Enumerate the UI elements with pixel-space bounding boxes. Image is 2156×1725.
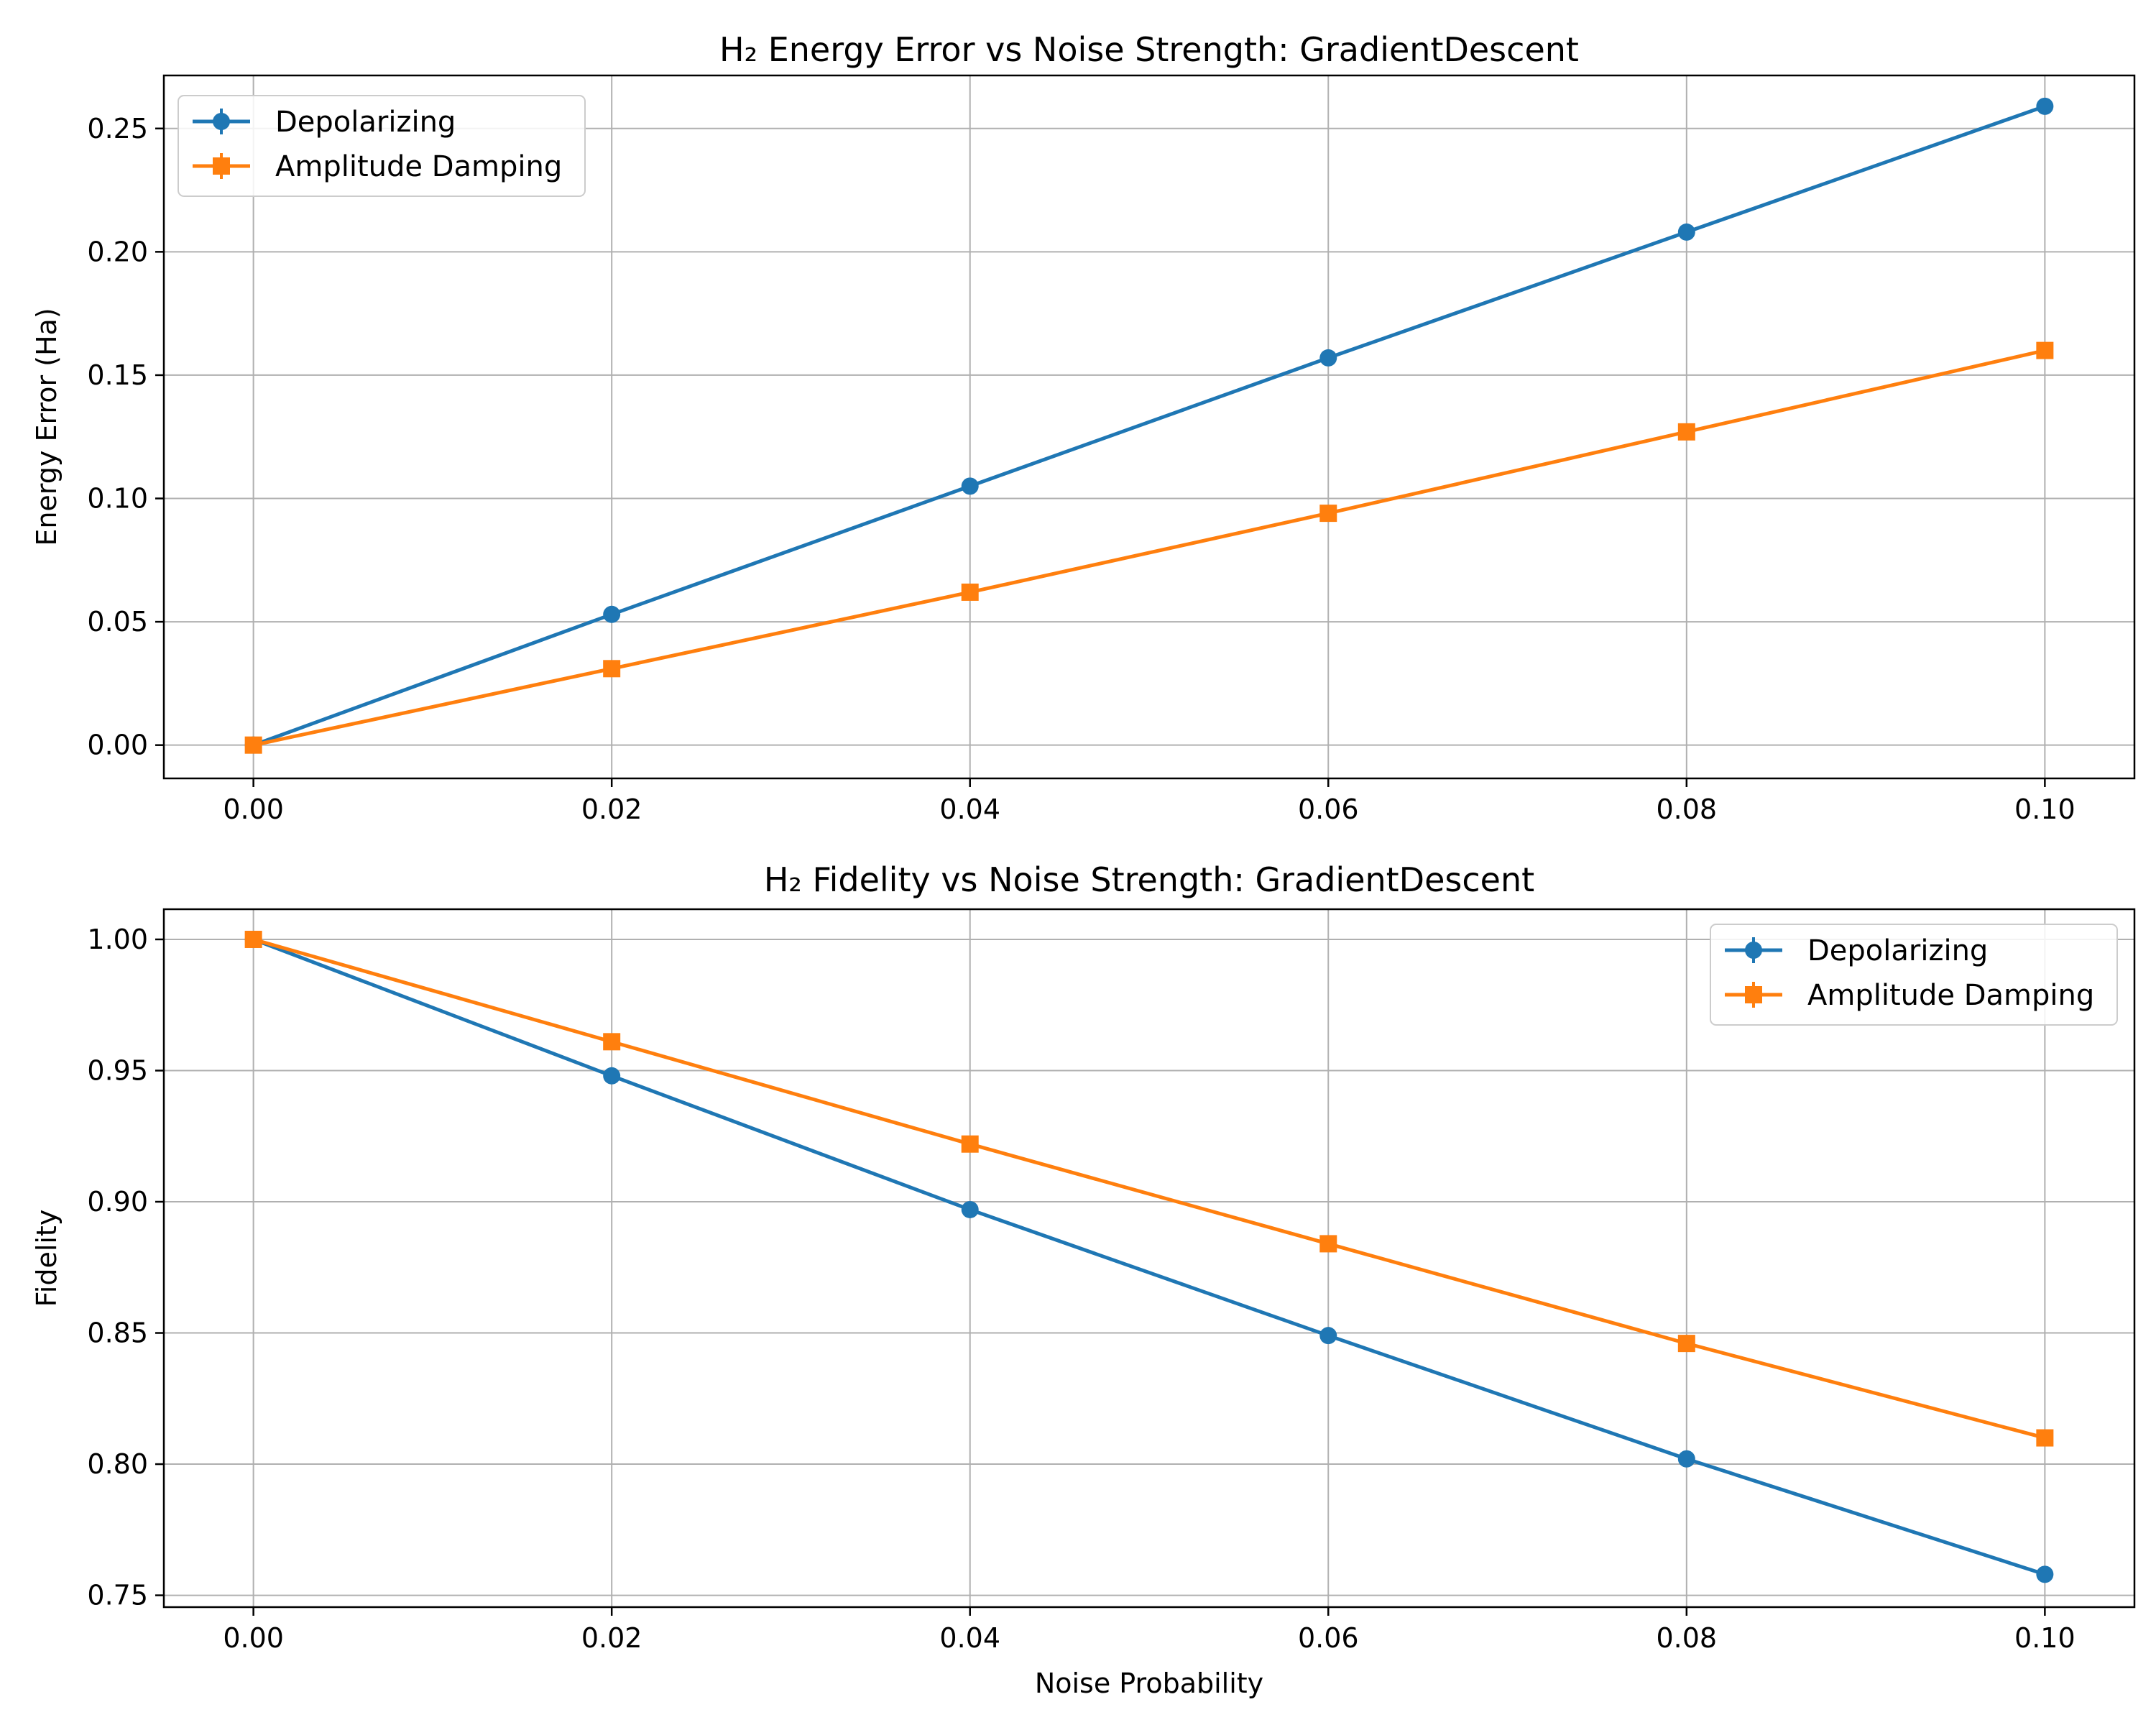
legend-marker [213, 157, 230, 175]
data-point [2036, 341, 2054, 359]
data-point [603, 660, 621, 678]
x-tick-label: 0.08 [1657, 794, 1718, 825]
y-tick-label: 0.25 [87, 113, 148, 144]
data-point [1677, 1335, 1695, 1353]
legend-marker [213, 113, 230, 130]
data-point [961, 1135, 979, 1153]
x-tick-label: 0.04 [939, 1622, 1000, 1654]
y-tick-label: 0.15 [87, 359, 148, 391]
series-line-depolarizing [252, 937, 2046, 1576]
chart-title: H₂ Energy Error vs Noise Strength: Gradi… [719, 30, 1579, 69]
y-axis-label: Fidelity [31, 1210, 63, 1307]
legend-label: Amplitude Damping [1807, 979, 2094, 1012]
legend-marker [1745, 942, 1762, 959]
x-tick-label: 0.04 [939, 794, 1000, 825]
legend-label: Amplitude Damping [275, 150, 562, 183]
x-tick-label: 0.02 [581, 794, 642, 825]
y-tick-label: 0.75 [87, 1580, 148, 1611]
legend: Depolarizing Amplitude Damping [178, 95, 586, 197]
data-point [1319, 1327, 1337, 1345]
data-point [2036, 1565, 2054, 1583]
y-tick-label: 0.80 [87, 1448, 148, 1480]
y-tick-label: 0.85 [87, 1317, 148, 1349]
legend-label: Depolarizing [275, 106, 456, 139]
data-point [603, 1033, 621, 1051]
legend-box [178, 95, 586, 197]
series-line-amplitude-damping [253, 349, 2045, 748]
axes-frame [162, 908, 2136, 1609]
legend-label: Depolarizing [1807, 934, 1988, 967]
chart-title: H₂ Fidelity vs Noise Strength: GradientD… [764, 860, 1534, 899]
x-tick-label: 0.00 [223, 1622, 284, 1654]
x-tick-label: 0.10 [2014, 794, 2076, 825]
legend-marker [1745, 986, 1762, 1003]
y-tick-label: 0.90 [87, 1186, 148, 1218]
data-point [961, 583, 979, 601]
y-tick-label: 0.20 [87, 236, 148, 267]
legend: Depolarizing Amplitude Damping [1710, 924, 2118, 1026]
data-point [1677, 423, 1695, 441]
y-tick-label: 0.10 [87, 483, 148, 515]
data-point [2036, 97, 2054, 115]
x-tick-label: 0.10 [2014, 1622, 2076, 1654]
series-line-depolarizing [252, 104, 2046, 748]
data-point [1677, 1450, 1695, 1468]
y-tick-label: 1.00 [87, 924, 148, 955]
data-point [1319, 1235, 1337, 1253]
y-tick-label: 0.05 [87, 606, 148, 638]
chart-1: 0.00 0.02 0.04 0.06 0.08 0.10 0.00 0.05 0.10 0.15… [31, 30, 2136, 825]
legend-box [1710, 924, 2118, 1026]
x-tick-label: 0.00 [223, 794, 284, 825]
data-point [244, 930, 262, 948]
x-tick-label: 0.08 [1657, 1622, 1718, 1654]
x-tick-label: 0.02 [581, 1622, 642, 1654]
data-point [1677, 223, 1695, 241]
chart-2: 0.00 0.02 0.04 0.06 0.08 0.10 0.75 0.80 0.85 0.90… [31, 860, 2136, 1699]
data-point [961, 1200, 979, 1218]
y-axis-label: Energy Error (Ha) [31, 308, 63, 546]
y-tick-label: 0.00 [87, 730, 148, 761]
data-point [603, 605, 621, 623]
x-tick-label: 0.06 [1298, 1622, 1359, 1654]
data-point [244, 736, 262, 754]
y-tick-label: 0.95 [87, 1054, 148, 1086]
data-point [1319, 505, 1337, 523]
data-point [603, 1067, 621, 1085]
data-point [961, 477, 979, 495]
x-axis-label: Noise Probability [1035, 1668, 1263, 1699]
series-line-amplitude-damping [252, 937, 2046, 1440]
data-point [2036, 1429, 2054, 1447]
axes-frame [162, 74, 2136, 780]
x-tick-label: 0.06 [1298, 794, 1359, 825]
data-point [1319, 349, 1337, 367]
